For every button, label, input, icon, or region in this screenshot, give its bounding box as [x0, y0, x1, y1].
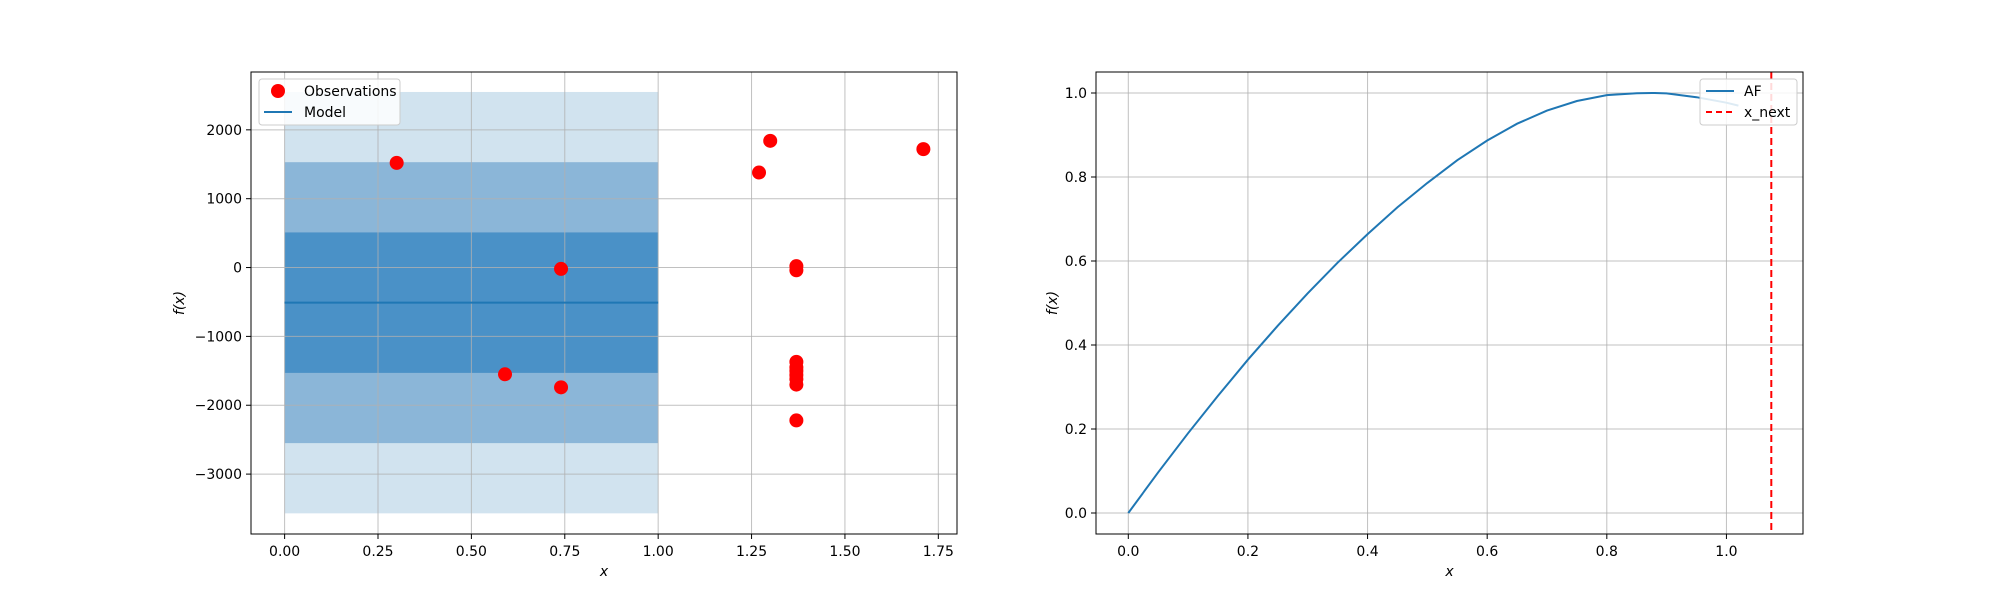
left-y-tick-label: −1000 [195, 329, 242, 345]
observation-point [789, 377, 804, 392]
right-x-tick-label: 0.8 [1596, 544, 1618, 560]
left-tick-labels: 0.00 0.25 0.50 0.75 1.00 1.25 1.50 1.75 −3000 −20… [195, 123, 954, 560]
observation-point [752, 165, 767, 180]
left-axes-frame [250, 71, 958, 535]
right-x-tick-label: 0.4 [1356, 544, 1378, 560]
observation-point [789, 263, 804, 278]
left-x-tick-label: 0.00 [269, 544, 300, 560]
left-x-tick-label: 0.50 [456, 544, 487, 560]
right-x-tick-label: 1.0 [1715, 544, 1737, 560]
right-x-tick-label: 0.0 [1117, 544, 1139, 560]
right-y-tick-label: 0.6 [1065, 254, 1087, 270]
right-y-axis-label: f(x) [1045, 291, 1061, 315]
right-legend: AF x_next [1699, 78, 1798, 126]
right-axes-frame [1095, 71, 1804, 535]
left-legend: Observations Model [258, 78, 401, 126]
observation-point [389, 155, 404, 170]
observation-points [389, 133, 931, 428]
left-x-axis-label: x [599, 564, 609, 580]
right-x-tick-label: 0.2 [1237, 544, 1259, 560]
observation-point [554, 261, 569, 276]
legend-model-label: Model [304, 105, 346, 121]
left-x-tick-label: 1.75 [923, 544, 954, 560]
left-legend-box [258, 78, 401, 126]
right-x-axis-label: x [1444, 564, 1454, 580]
observation-point [498, 367, 513, 382]
af-curve [1127, 91, 1739, 514]
right-tick-labels: 0.0 0.2 0.4 0.6 0.8 1.0 0.0 0.2 0.4 0.6 0.8 1.0 [1065, 86, 1738, 560]
left-x-tick-label: 1.25 [736, 544, 767, 560]
right-y-tick-label: 1.0 [1065, 86, 1087, 102]
observation-point [763, 133, 778, 148]
right-y-tick-label: 0.8 [1065, 170, 1087, 186]
left-x-tick-label: 1.50 [829, 544, 860, 560]
left-x-tick-label: 0.25 [362, 544, 393, 560]
legend-x-next-label: x_next [1744, 105, 1791, 121]
observations-model-panel: 0.00 0.25 0.50 0.75 1.00 1.25 1.50 1.75 −3000 −20… [172, 71, 958, 580]
left-y-tick-label: −3000 [195, 467, 242, 483]
af-curve-group [1127, 91, 1739, 514]
left-y-tick-label: 1000 [206, 192, 242, 208]
right-y-tick-label: 0.4 [1065, 338, 1087, 354]
legend-observations-label: Observations [304, 84, 397, 100]
observation-point [789, 413, 804, 428]
legend-observations-marker [271, 84, 285, 98]
right-y-tick-label: 0.0 [1065, 506, 1087, 522]
observation-point [554, 380, 569, 395]
left-x-tick-label: 0.75 [549, 544, 580, 560]
right-x-tick-label: 0.6 [1476, 544, 1498, 560]
right-grid [1096, 72, 1803, 534]
left-y-tick-label: 0 [233, 261, 242, 277]
left-x-tick-label: 1.00 [643, 544, 674, 560]
left-y-tick-label: 2000 [206, 123, 242, 139]
observation-point [916, 142, 931, 157]
right-y-tick-label: 0.2 [1065, 422, 1087, 438]
left-y-tick-label: −2000 [195, 398, 242, 414]
acquisition-function-panel: 0.0 0.2 0.4 0.6 0.8 1.0 0.0 0.2 0.4 0.6 0.8 1.0 x f… [1045, 71, 1804, 580]
legend-af-label: AF [1744, 84, 1762, 100]
left-y-axis-label: f(x) [172, 291, 188, 315]
